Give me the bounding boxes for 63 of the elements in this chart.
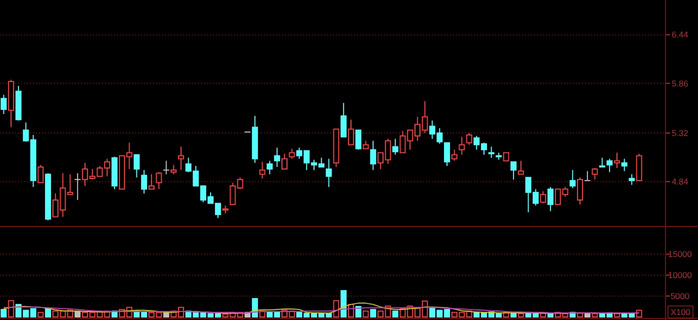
bar bbox=[362, 310, 369, 318]
candlestick bbox=[510, 161, 517, 180]
y-tick-label: 15000 bbox=[668, 249, 692, 260]
candlestick bbox=[288, 148, 295, 160]
bar bbox=[333, 300, 340, 318]
candlestick bbox=[370, 140, 376, 171]
candlestick bbox=[584, 170, 591, 182]
bar bbox=[547, 313, 554, 318]
bar bbox=[392, 310, 398, 318]
bar bbox=[45, 308, 52, 318]
candlestick bbox=[606, 158, 613, 173]
candlestick bbox=[0, 94, 7, 115]
candlestick bbox=[156, 172, 162, 190]
candlestick bbox=[599, 157, 606, 168]
y-tick-label: 5000 bbox=[670, 291, 690, 302]
candlestick bbox=[518, 160, 524, 175]
y-tick-label: 5.32 bbox=[672, 128, 689, 138]
candlestick bbox=[162, 160, 170, 175]
candlestick bbox=[74, 172, 82, 201]
candlestick bbox=[488, 146, 494, 158]
bar bbox=[38, 312, 44, 318]
candlestick bbox=[570, 170, 576, 189]
candlestick bbox=[540, 190, 546, 204]
candlestick bbox=[274, 147, 280, 168]
candlestick bbox=[466, 132, 472, 146]
candlestick bbox=[178, 146, 184, 171]
candlestick bbox=[259, 161, 266, 179]
candlestick bbox=[141, 170, 148, 194]
bar bbox=[370, 308, 376, 318]
bar bbox=[0, 308, 7, 318]
y-tick-label: 6.44 bbox=[672, 30, 689, 40]
candlestick bbox=[355, 130, 362, 150]
bar bbox=[8, 300, 14, 318]
y-tick-label: 5.86 bbox=[672, 78, 689, 88]
candlestick bbox=[547, 186, 554, 212]
candlestick bbox=[451, 149, 458, 162]
bar bbox=[518, 313, 524, 318]
candlestick bbox=[348, 119, 354, 146]
bar bbox=[163, 312, 170, 318]
candlestick bbox=[614, 152, 620, 169]
candlestick bbox=[628, 174, 635, 186]
y-tick-label: 10000 bbox=[668, 270, 692, 280]
candlestick bbox=[134, 154, 140, 178]
candlestick bbox=[170, 164, 177, 175]
bar bbox=[340, 290, 347, 318]
candlestick bbox=[281, 153, 288, 170]
candlestick bbox=[266, 160, 273, 175]
text: X100 bbox=[670, 306, 691, 317]
candlestick bbox=[621, 158, 628, 172]
bar bbox=[355, 306, 362, 318]
candlestick bbox=[38, 164, 44, 184]
candlestick bbox=[326, 158, 332, 188]
candlestick bbox=[148, 174, 154, 190]
bar bbox=[592, 313, 598, 318]
candlestick bbox=[444, 142, 450, 166]
y-tick-label: 4.84 bbox=[672, 176, 689, 187]
candlestick bbox=[577, 176, 584, 205]
bar bbox=[636, 310, 642, 318]
candlestick bbox=[340, 102, 347, 138]
candlestick bbox=[592, 168, 598, 180]
bar bbox=[614, 313, 620, 318]
candlestick bbox=[458, 136, 465, 156]
candlestick bbox=[392, 138, 398, 156]
